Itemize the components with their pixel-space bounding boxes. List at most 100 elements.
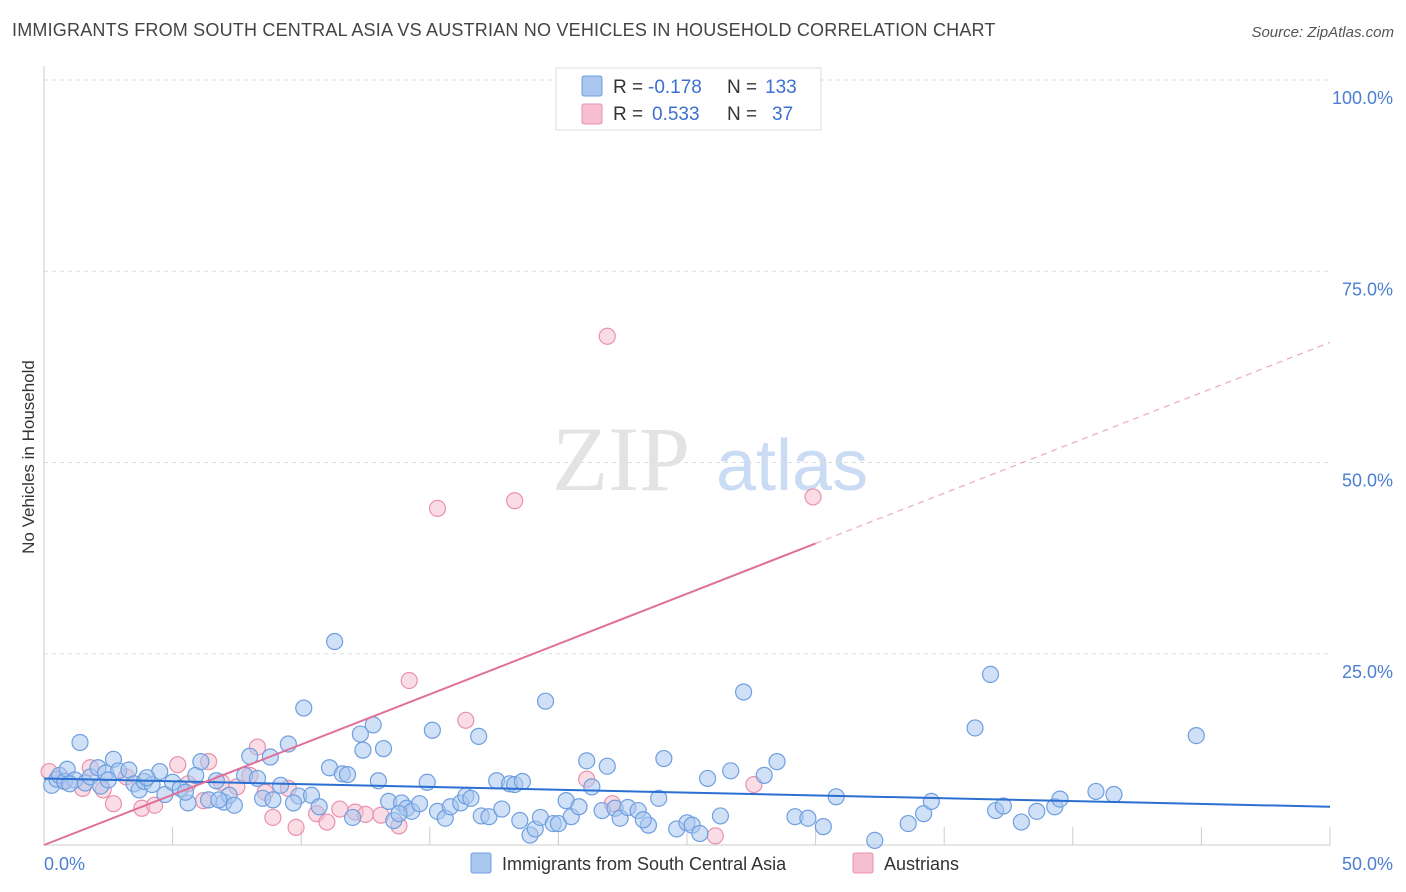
south-central-asia-point-85	[583, 778, 601, 796]
south-central-asia-point-6	[71, 733, 89, 752]
x-tick-label-1: 50.0%	[1342, 854, 1393, 874]
south-central-asia-point-131	[511, 811, 529, 830]
south-central-asia-point-44	[326, 632, 344, 651]
south-central-asia-point-107	[814, 818, 832, 836]
south-central-asia-point-117	[1012, 813, 1030, 831]
south-central-asia-point-122	[1105, 785, 1123, 804]
south-central-asia-point-130	[390, 805, 408, 823]
south-central-asia-point-69	[480, 808, 498, 826]
source-label: Source: ZipAtlas.com	[1251, 24, 1394, 41]
legend-n-label-1: N =	[727, 77, 757, 98]
south-central-asia-point-49	[354, 741, 372, 759]
south-central-asia-point-30	[225, 796, 243, 814]
austrians-point-35	[706, 827, 724, 845]
legend-swatch-blue	[581, 75, 603, 97]
south-central-asia-point-100	[711, 807, 730, 825]
series-legend: Immigrants from South Central Asia Austr…	[470, 852, 959, 874]
grid-lines	[44, 79, 1330, 655]
south-central-asia-point-111	[915, 805, 933, 823]
south-central-asia-point-129	[284, 794, 303, 812]
correlation-legend: R = -0.178 N = 133 R = 0.533 N = 37	[555, 67, 822, 131]
trend-line-austrians-dashed	[815, 341, 1331, 544]
austrians-point-30	[457, 711, 475, 729]
south-central-asia-point-47	[344, 808, 362, 827]
bottom-legend-label-2: Austrians	[884, 854, 959, 874]
austrians-point-29	[428, 499, 447, 517]
austrians-point-20	[287, 818, 305, 837]
south-central-asia-point-58	[410, 795, 429, 813]
south-central-asia-point-40	[295, 699, 313, 717]
south-central-asia-point-103	[755, 766, 773, 784]
south-central-asia-point-60	[423, 721, 441, 739]
watermark-zip: ZIP	[552, 408, 690, 510]
watermark-atlas: atlas	[716, 426, 868, 506]
south-central-asia-point-109	[866, 831, 884, 850]
south-central-asia-point-118	[1028, 802, 1046, 820]
trend-lines	[43, 341, 1331, 846]
south-central-asia-point-126	[138, 769, 156, 787]
bottom-legend-swatch-pink	[852, 852, 874, 874]
austrians-point-28	[400, 671, 418, 690]
south-central-asia-point-110	[899, 814, 917, 833]
trend-line-south-central-asia	[43, 777, 1331, 808]
south-central-asia-point-78	[536, 692, 555, 710]
south-central-asia-point-98	[691, 824, 709, 843]
legend-n-value-2: 37	[772, 104, 793, 125]
legend-n-label-2: N =	[727, 104, 757, 125]
south-central-asia-point-101	[722, 762, 740, 780]
austrians-point-5	[104, 795, 123, 813]
austrians-point-31	[506, 492, 524, 510]
y-tick-label-2: 75.0%	[1342, 279, 1393, 299]
south-central-asia-point-128	[210, 791, 228, 809]
south-central-asia-point-104	[768, 753, 786, 771]
south-central-asia-point-93	[650, 789, 668, 807]
south-central-asia-point-114	[981, 665, 1000, 684]
austrians-point-18	[264, 808, 282, 827]
south-central-asia-point-120	[1051, 790, 1069, 808]
y-tick-label-3: 100.0%	[1332, 88, 1393, 108]
austrians-point-9	[169, 756, 187, 774]
legend-n-value-1: 133	[765, 77, 797, 98]
south-central-asia-point-84	[578, 752, 596, 770]
legend-r-label-1: R =	[613, 77, 643, 98]
south-central-asia-point-83	[570, 798, 588, 816]
trend-line-austrians-solid	[43, 542, 816, 846]
chart-title: IMMIGRANTS FROM SOUTH CENTRAL ASIA VS AU…	[12, 20, 996, 40]
south-central-asia-point-42	[310, 798, 328, 816]
bottom-legend-swatch-blue	[470, 852, 492, 874]
south-central-asia-point-66	[462, 789, 480, 807]
south-central-asia-point-121	[1087, 782, 1105, 801]
austrians-point-38	[804, 488, 822, 506]
south-central-asia-point-99	[698, 769, 717, 788]
x-tick-labels: 0.0% 50.0%	[44, 854, 1393, 874]
south-central-asia-point-94	[655, 749, 673, 768]
y-axis-title: No Vehicles in Household	[19, 360, 38, 554]
bottom-legend-label-1: Immigrants from South Central Asia	[502, 854, 787, 874]
legend-r-value-2: 0.533	[652, 104, 700, 125]
legend-swatch-pink	[581, 103, 603, 125]
y-tick-label-0: 25.0%	[1342, 662, 1393, 682]
south-central-asia-point-67	[470, 727, 488, 745]
south-central-asia-point-132	[634, 811, 652, 829]
x-tick-label-0: 0.0%	[44, 854, 85, 874]
south-central-asia-point-106	[799, 809, 817, 827]
south-central-asia-point-112	[922, 792, 940, 810]
south-central-asia-point-37	[272, 776, 290, 794]
y-tick-labels: 25.0% 50.0% 75.0% 100.0%	[1332, 88, 1393, 682]
south-central-asia-point-46	[338, 766, 357, 784]
south-central-asia-point-116	[994, 797, 1012, 815]
south-central-asia-point-25	[192, 753, 210, 771]
south-central-asia-point-74	[513, 772, 531, 791]
south-central-asia-point-52	[374, 740, 393, 758]
y-tick-label-1: 50.0%	[1342, 471, 1393, 491]
austrians-point-34	[598, 327, 616, 345]
south-central-asia-points	[43, 632, 1205, 850]
legend-r-value-1: -0.178	[648, 77, 702, 98]
south-central-asia-point-71	[493, 800, 511, 818]
south-central-asia-point-113	[966, 719, 984, 737]
south-central-asia-point-102	[734, 683, 753, 701]
austrians-point-22	[318, 813, 336, 831]
south-central-asia-point-123	[1187, 727, 1205, 745]
legend-r-label-2: R =	[613, 104, 643, 125]
